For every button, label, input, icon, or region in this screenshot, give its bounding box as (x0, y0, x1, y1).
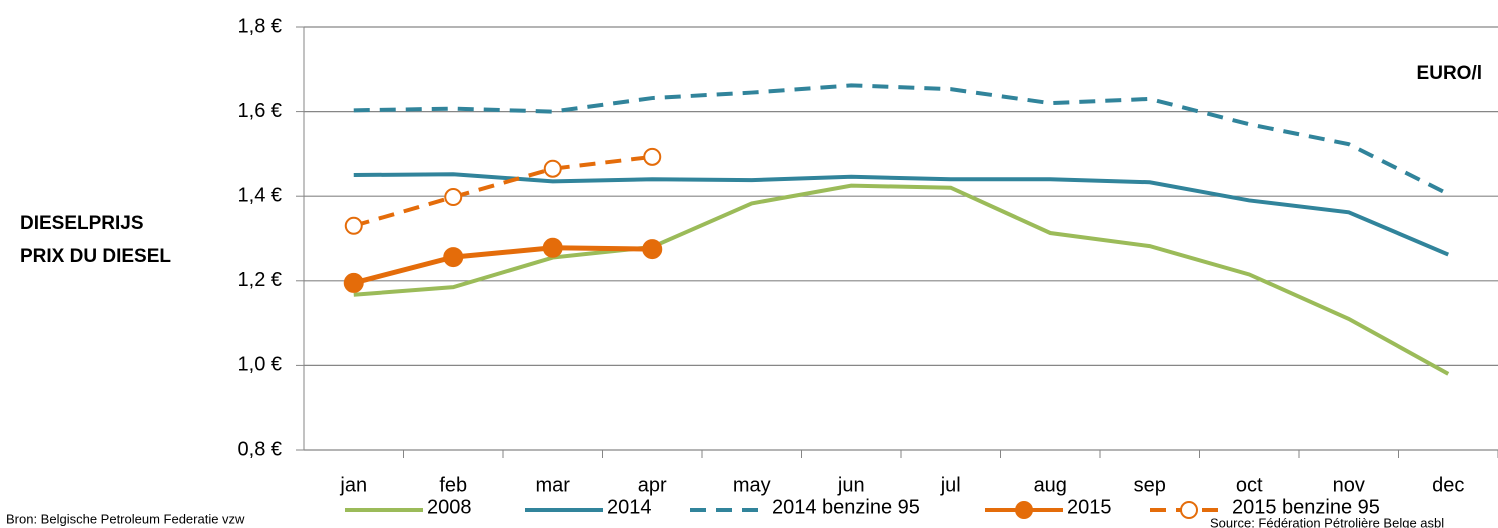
y-tick-label: 1,0 € (238, 354, 282, 376)
legend-label: 2015 (1067, 496, 1112, 518)
y-tick-label: 1,2 € (238, 269, 282, 291)
y-tick-label: 0,8 € (238, 438, 282, 460)
x-tick-label: aug (1034, 474, 1067, 496)
x-tick-label: mar (536, 474, 571, 496)
x-tick-label: nov (1333, 474, 1365, 496)
legend-label: 2008 (427, 496, 472, 518)
legend-label: 2014 (607, 496, 652, 518)
y-tick-label: 1,6 € (238, 100, 282, 122)
series-line (353, 172, 1450, 257)
series-line (353, 83, 1450, 196)
series-marker (542, 237, 563, 258)
series-marker (343, 272, 364, 293)
series-marker (444, 188, 463, 207)
series-marker (344, 216, 363, 235)
x-tick-label: apr (638, 474, 667, 496)
x-tick-label: jan (339, 474, 367, 496)
source-right: Source: Fédération Pétrolière Belge asbl (1210, 515, 1444, 528)
legend-label: 2015 benzine 95 (1232, 496, 1380, 518)
x-tick-label: jun (837, 474, 865, 496)
x-tick-label: dec (1432, 474, 1464, 496)
legend-marker (1015, 501, 1033, 519)
series-line (353, 183, 1450, 376)
series-line (353, 245, 653, 286)
source-left: Bron: Belgische Petroleum Federatie vzw (6, 511, 245, 526)
x-tick-label: jul (940, 474, 961, 496)
y-tick-label: 1,4 € (238, 184, 282, 206)
x-tick-label: sep (1134, 474, 1166, 496)
x-tick-label: feb (439, 474, 467, 496)
series-marker (443, 247, 464, 268)
series-marker (643, 147, 662, 166)
x-tick-label: oct (1236, 474, 1263, 496)
legend-label: 2014 benzine 95 (772, 496, 920, 518)
y-tick-label: 1,8 € (238, 15, 282, 37)
series-marker (543, 159, 562, 178)
x-tick-label: may (733, 474, 771, 496)
unit-label: EURO/l (1417, 63, 1482, 84)
series-marker (642, 239, 663, 260)
y-label-line: PRIX DU DIESEL (20, 246, 171, 267)
legend-marker (1180, 501, 1198, 519)
series-line (353, 154, 653, 228)
y-label-line: DIESELPRIJS (20, 213, 144, 234)
